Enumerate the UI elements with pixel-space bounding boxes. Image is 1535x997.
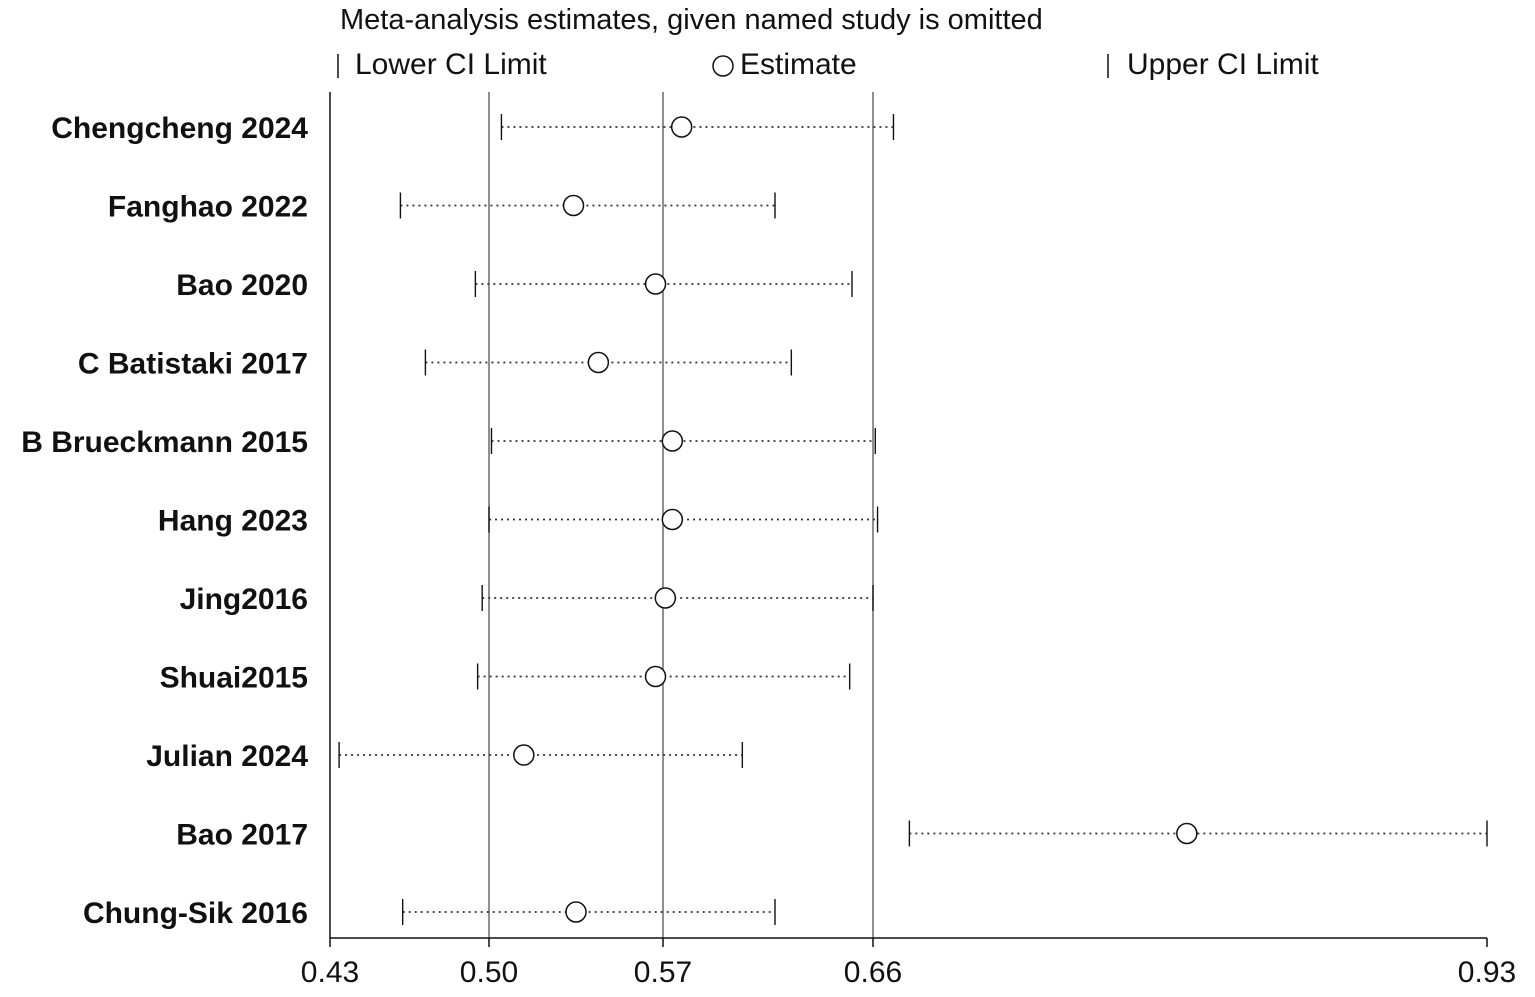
estimate-marker-10: [565, 901, 587, 923]
estimate-marker-1: [562, 194, 585, 217]
estimate-marker-0: [670, 116, 693, 138]
study-label-7: Shuai2015: [160, 662, 308, 695]
x-tick-label-0: 0.43: [301, 956, 359, 989]
x-tick-label-4: 0.93: [1458, 956, 1516, 989]
study-label-4: B Brueckmann 2015: [21, 426, 308, 459]
estimate-marker-2: [644, 273, 667, 295]
x-tick-label-3: 0.66: [844, 956, 902, 989]
study-rows: Chengcheng 2024 Fanghao 2022 Bao 2020 C Bat…: [21, 112, 1488, 930]
estimate-marker-3: [587, 351, 610, 374]
study-label-3: C Batistaki 2017: [78, 348, 308, 381]
estimate-marker-5: [661, 508, 684, 531]
study-label-10: Chung-Sik 2016: [83, 897, 308, 930]
estimate-marker-4: [661, 430, 684, 452]
x-tick-label-1: 0.50: [460, 956, 518, 989]
study-label-1: Fanghao 2022: [108, 191, 308, 224]
estimate-marker-9: [1176, 822, 1198, 845]
x-axis: 0.43 0.50 0.57 0.66 0.93: [301, 937, 1516, 989]
legend-estimate-label: Estimate: [740, 48, 857, 81]
chart-title: Meta-analysis estimates, given named stu…: [340, 4, 1043, 36]
estimate-marker-6: [654, 587, 677, 609]
legend: Lower CI Limit Estimate Upper CI Limit: [337, 48, 1319, 81]
legend-upper-label: Upper CI Limit: [1127, 48, 1319, 81]
study-label-9: Bao 2017: [176, 819, 308, 852]
x-tick-label-2: 0.57: [634, 956, 692, 989]
legend-estimate-marker: [712, 55, 734, 77]
study-label-5: Hang 2023: [158, 505, 308, 538]
estimate-marker-8: [513, 744, 535, 766]
legend-lower-label: Lower CI Limit: [355, 48, 547, 81]
study-label-2: Bao 2020: [176, 269, 308, 302]
study-label-0: Chengcheng 2024: [51, 112, 308, 145]
estimate-marker-7: [644, 665, 667, 688]
study-label-8: Julian 2024: [146, 740, 308, 773]
study-label-6: Jing2016: [180, 583, 308, 616]
